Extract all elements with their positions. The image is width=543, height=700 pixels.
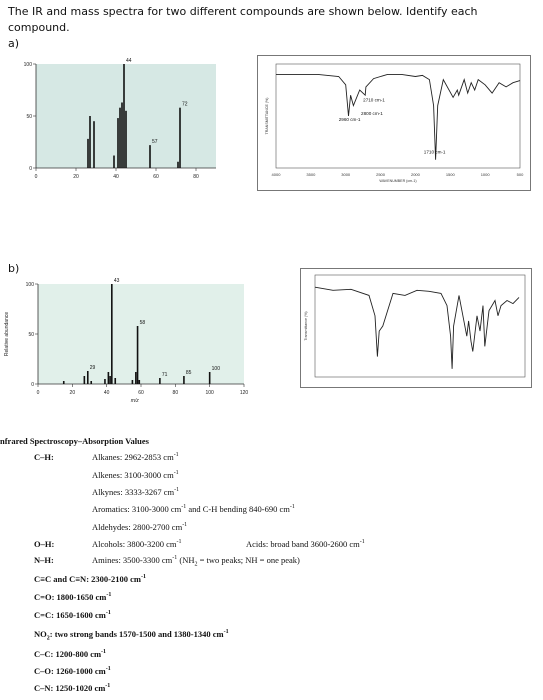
ir-trace [276,73,521,160]
ch-label: C–H: [34,452,54,462]
alkene-cc: C=C: 1650-1600 cm-1 [34,610,111,620]
oh-alcohols: Alcohols: 3800-3200 cm-1 [92,539,182,549]
x-tick-label: 3000 [341,172,351,177]
mass-spectrum-b: 0 20 40 60 80 100 120 0 50 100 29 43 58 71 85 100 m/z Rel… [2,278,252,404]
y-axis-title: Transmittance (%) [304,311,308,340]
y-tick-label: 100 [24,62,33,68]
peak-label: 43 [114,278,120,284]
x-tick-label: 0 [35,174,38,180]
mass-spectrum-a-svg: 0 20 40 60 80 0 50 100 44 57 72 [24,58,216,180]
plot-frame [314,274,526,378]
peak-annotation: 2710 cm-1 [363,97,385,102]
nh-amines: Amines: 3500-3300 cm-1 (NH2 = two peaks;… [92,555,300,568]
x-axis-title: m/z [131,398,140,402]
peak-annotation: 1710 cm-1 [424,149,446,154]
x-tick-label: 2500 [376,172,386,177]
x-tick-label: 2000 [411,172,421,177]
ir-spectrum-a-svg: 4000 3500 3000 2500 2000 1500 1000 500 WAVENUMBE… [265,63,524,183]
table-heading: nfrared Spectroscopy–Absorption Values [0,436,149,446]
x-tick-label: 40 [104,390,110,396]
ir-spectrum-b-svg: Transmittance (%) [304,274,526,378]
ir-spectrum-b: Transmittance (%) [300,268,532,388]
triple-bond: C≡C and C≡N: 2300-2100 cm-1 [34,574,146,584]
x-axis-title: WAVENUMBER (cm-1) [379,179,416,183]
x-tick-label: 120 [240,390,249,396]
peak-label: 71 [162,372,168,378]
ch-aromatics: Aromatics: 3100-3000 cm-1 and C-H bendin… [92,504,295,514]
y-tick-label: 50 [28,332,34,338]
x-tick-label: 500 [517,172,524,177]
peak-label: 85 [186,370,192,376]
y-axis-title: Relative abundance [4,312,10,356]
single-cc: C–C: 1200-800 cm-1 [34,649,107,659]
nitro: NO2: two strong bands 1570-1500 and 1380… [34,629,229,642]
peak-label: 58 [140,320,146,326]
ch-alkanes: Alkanes: 2962-2853 cm-1 [92,452,179,462]
mass-spectrum-b-svg: 0 20 40 60 80 100 120 0 50 100 29 43 58 71 85 100 m/z Rel… [4,278,249,404]
x-tick-label: 1500 [446,172,456,177]
peak-label: 57 [152,139,158,145]
x-tick-label: 3500 [306,172,316,177]
part-a-label: a) [8,37,20,50]
question-line-2: compound. [8,21,70,34]
nh-label: N–H: [34,555,54,565]
y-tick-label: 100 [26,282,35,288]
part-b-label: b) [8,262,20,275]
peak-label: 44 [126,58,132,64]
oh-label: O–H: [34,539,55,549]
x-tick-label: 80 [193,174,199,180]
peak-annotation: 2960 cm-1 [339,117,361,122]
peak-label: 72 [182,102,188,108]
ch-alkynes: Alkynes: 3333-3267 cm-1 [92,487,180,497]
x-tick-label: 60 [138,390,144,396]
x-tick-label: 40 [113,174,119,180]
ir-absorption-table: nfrared Spectroscopy–Absorption Values C… [0,436,543,700]
ch-alkenes: Alkenes: 3100-3000 cm-1 [92,470,179,480]
single-cn: C–N: 1250-1020 cm-1 [34,683,111,693]
x-tick-label: 100 [205,390,214,396]
question-line-1: The IR and mass spectra for two differen… [8,5,478,18]
ir-trace [314,286,520,369]
peak-label: 29 [90,365,96,371]
x-tick-label: 20 [70,390,76,396]
peak-annotation: 2800 cm-1 [361,111,383,116]
x-tick-label: 1000 [481,172,491,177]
y-tick-label: 0 [31,382,34,388]
ir-spectrum-a: 4000 3500 3000 2500 2000 1500 1000 500 WAVENUMBE… [257,55,531,191]
x-tick-label: 0 [37,390,40,396]
peak-label: 100 [212,366,221,372]
oh-acids: Acids: broad band 3600-2600 cm-1 [246,539,365,549]
ch-aldehydes: Aldehydes: 2800-2700 cm-1 [92,522,188,532]
mass-spectrum-a: 0 20 40 60 80 0 50 100 44 57 72 [14,58,222,180]
x-tick-label: 60 [153,174,159,180]
plot-area [38,284,244,384]
question-text: The IR and mass spectra for two differen… [8,4,478,36]
x-tick-label: 4000 [272,172,282,177]
y-axis-title: TRANSMITTANCE (%) [265,98,269,135]
x-tick-label: 80 [173,390,179,396]
y-tick-label: 0 [29,166,32,172]
carbonyl: C=O: 1800-1650 cm-1 [34,592,112,602]
plot-frame [275,63,521,169]
single-co: C–O: 1260-1000 cm-1 [34,666,111,676]
x-tick-label: 20 [73,174,79,180]
y-tick-label: 50 [26,114,32,120]
